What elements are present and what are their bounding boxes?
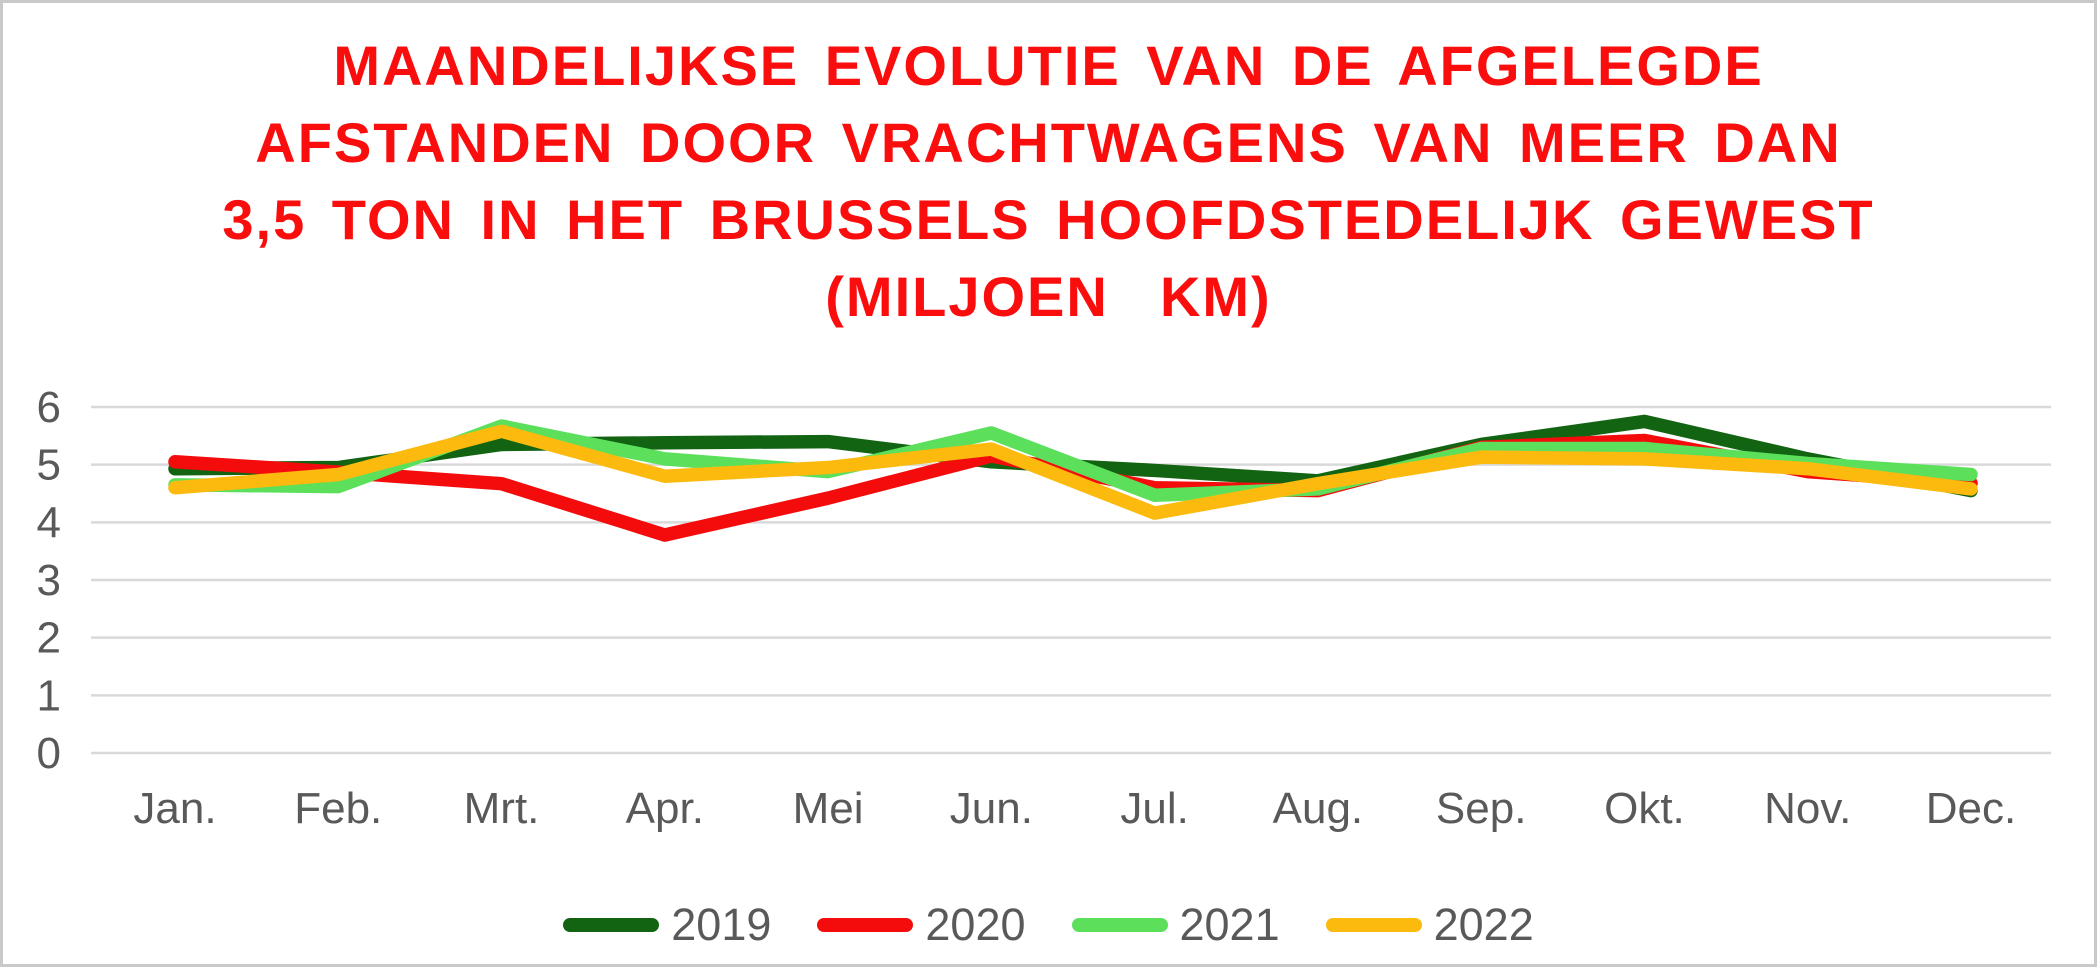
x-tick-label: Aug. (1273, 784, 1364, 833)
legend-swatch-2022 (1325, 918, 1422, 932)
legend-swatch-2019 (563, 918, 660, 932)
y-tick-label: 0 (37, 729, 61, 778)
y-axis-labels: 0 1 2 3 4 5 6 (37, 383, 61, 778)
x-axis-labels: Jan. Feb. Mrt. Apr. Mei Jun. Jul. Aug. Sep. Okt. N… (133, 784, 2016, 833)
x-tick-label: Jan. (133, 784, 216, 833)
chart-title-line-4: (MILJOEN KM) (825, 265, 1272, 328)
x-tick-label: Mei (793, 784, 864, 833)
legend-swatch-2021 (1071, 918, 1168, 932)
chart-title: MAANDELIJKSE EVOLUTIE VAN DE AFGELEGDE A… (3, 27, 2094, 335)
legend-swatch-2020 (817, 918, 914, 932)
x-tick-label: Okt. (1604, 784, 1685, 833)
legend-item-2021: 2021 (1071, 899, 1280, 951)
y-tick-label: 1 (37, 671, 61, 720)
y-tick-label: 6 (37, 383, 61, 432)
legend-item-2022: 2022 (1325, 899, 1534, 951)
legend-item-2019: 2019 (563, 899, 771, 951)
chart-title-line-1: MAANDELIJKSE EVOLUTIE VAN DE AFGELEGDE (333, 34, 1764, 97)
x-tick-label: Feb. (294, 784, 382, 833)
x-tick-label: Nov. (1764, 784, 1851, 833)
legend-item-2020: 2020 (817, 899, 1026, 951)
line-chart-plot-area: 0 1 2 3 4 5 6 Jan. Feb. Mrt. Apr. Mei Jun. Jul. Aug. Se… (37, 383, 2051, 833)
chart-title-line-3: 3,5 TON IN HET BRUSSELS HOOFDSTEDELIJK G… (222, 188, 1875, 251)
x-tick-label: Dec. (1926, 784, 2016, 833)
y-tick-label: 4 (37, 498, 61, 547)
y-tick-label: 2 (37, 614, 61, 663)
legend-label-2019: 2019 (671, 899, 772, 950)
legend-label-2021: 2021 (1179, 899, 1280, 950)
y-tick-label: 3 (37, 556, 61, 605)
chart-legend: 2019 2020 2021 2022 (3, 899, 2094, 951)
chart-title-line-2: AFSTANDEN DOOR VRACHTWAGENS VAN MEER DAN (255, 111, 1842, 174)
x-tick-label: Jun. (950, 784, 1033, 833)
x-tick-label: Jul. (1120, 784, 1188, 833)
x-tick-label: Sep. (1436, 784, 1527, 833)
y-tick-label: 5 (37, 441, 61, 490)
legend-label-2020: 2020 (925, 899, 1026, 950)
x-tick-label: Apr. (626, 784, 704, 833)
legend-label-2022: 2022 (1433, 899, 1534, 950)
x-tick-label: Mrt. (464, 784, 540, 833)
series-line-2022 (168, 424, 1978, 520)
